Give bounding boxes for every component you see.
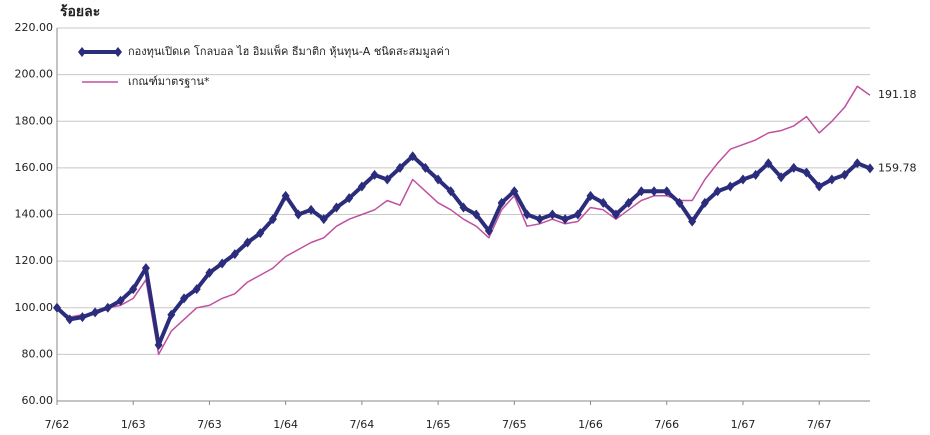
- x-tick-label: 1/66: [578, 418, 603, 431]
- point-marker: [827, 174, 836, 185]
- point-marker: [815, 181, 824, 192]
- point-marker: [294, 209, 303, 220]
- point-marker: [611, 209, 620, 220]
- point-marker: [599, 197, 608, 208]
- point-marker: [408, 151, 417, 162]
- x-tick-label: 7/66: [654, 418, 679, 431]
- point-marker: [484, 225, 493, 236]
- y-tick-label: 160.00: [15, 161, 54, 174]
- point-marker: [510, 186, 519, 197]
- y-tick-label: 60.00: [22, 394, 54, 407]
- point-marker: [383, 174, 392, 185]
- x-tick-label: 1/63: [121, 418, 146, 431]
- point-marker: [434, 174, 443, 185]
- point-marker: [548, 209, 557, 220]
- point-marker: [688, 216, 697, 227]
- point-marker: [205, 267, 214, 278]
- point-marker: [65, 314, 74, 325]
- legend-label: กองทุนเปิดเค โกลบอล ไฮ อิมแพ็ค ธีมาติก ห…: [128, 44, 450, 58]
- legend-label: เกณฑ์มาตรฐาน*: [128, 75, 210, 88]
- x-tick-label: 7/64: [350, 418, 375, 431]
- point-marker: [281, 190, 290, 201]
- point-marker: [268, 214, 277, 225]
- point-marker: [523, 209, 532, 220]
- point-marker: [853, 158, 862, 169]
- point-marker: [472, 209, 481, 220]
- point-marker: [243, 237, 252, 248]
- point-marker: [866, 163, 874, 174]
- point-marker: [218, 258, 227, 269]
- point-marker: [446, 186, 455, 197]
- point-marker: [256, 228, 265, 239]
- legend-marker: [114, 47, 122, 57]
- x-tick-label: 1/64: [273, 418, 298, 431]
- point-marker: [751, 169, 760, 180]
- point-marker: [726, 181, 735, 192]
- point-marker: [586, 190, 595, 201]
- series-line: [56, 85, 871, 356]
- point-marker: [180, 293, 189, 304]
- point-marker: [129, 284, 138, 295]
- point-marker: [154, 340, 163, 351]
- point-marker: [561, 214, 570, 225]
- x-tick-label: 7/65: [502, 418, 527, 431]
- y-tick-label: 80.00: [22, 347, 54, 360]
- x-tick-label: 7/63: [197, 418, 222, 431]
- point-marker: [307, 204, 316, 215]
- point-marker: [650, 186, 659, 197]
- point-marker: [167, 309, 176, 320]
- point-marker: [370, 169, 379, 180]
- y-tick-label: 180.00: [15, 114, 54, 127]
- point-marker: [332, 202, 341, 213]
- point-marker: [738, 174, 747, 185]
- point-marker: [230, 249, 239, 260]
- point-marker: [395, 162, 404, 173]
- point-marker: [789, 162, 798, 173]
- legend-marker: [78, 47, 86, 57]
- point-marker: [497, 197, 506, 208]
- end-label: 191.18: [878, 88, 917, 101]
- point-marker: [675, 197, 684, 208]
- y-axis-label: ร้อยละ: [60, 4, 100, 20]
- x-tick-label: 7/67: [807, 418, 832, 431]
- point-marker: [840, 169, 849, 180]
- point-marker: [78, 312, 87, 323]
- point-marker: [573, 209, 582, 220]
- point-marker: [802, 167, 811, 178]
- point-marker: [53, 302, 61, 313]
- point-marker: [116, 295, 125, 306]
- point-marker: [319, 214, 328, 225]
- point-marker: [777, 172, 786, 183]
- y-tick-label: 120.00: [15, 254, 54, 267]
- x-tick-label: 1/67: [731, 418, 756, 431]
- y-tick-label: 200.00: [15, 68, 54, 81]
- point-marker: [91, 307, 100, 318]
- point-marker: [700, 197, 709, 208]
- point-marker: [637, 186, 646, 197]
- x-tick-label: 7/62: [45, 418, 70, 431]
- point-marker: [103, 302, 112, 313]
- point-marker: [459, 202, 468, 213]
- point-marker: [345, 193, 354, 204]
- point-marker: [192, 284, 201, 295]
- x-tick-label: 1/65: [426, 418, 451, 431]
- point-marker: [535, 214, 544, 225]
- point-marker: [764, 158, 773, 169]
- end-label: 159.78: [878, 161, 917, 174]
- point-marker: [624, 197, 633, 208]
- point-marker: [357, 181, 366, 192]
- y-tick-label: 100.00: [15, 301, 54, 314]
- point-marker: [662, 186, 671, 197]
- series-line: [55, 154, 871, 348]
- y-tick-label: 140.00: [15, 208, 54, 221]
- point-marker: [141, 263, 150, 274]
- point-marker: [421, 162, 430, 173]
- point-marker: [713, 186, 722, 197]
- y-tick-label: 220.00: [15, 21, 54, 34]
